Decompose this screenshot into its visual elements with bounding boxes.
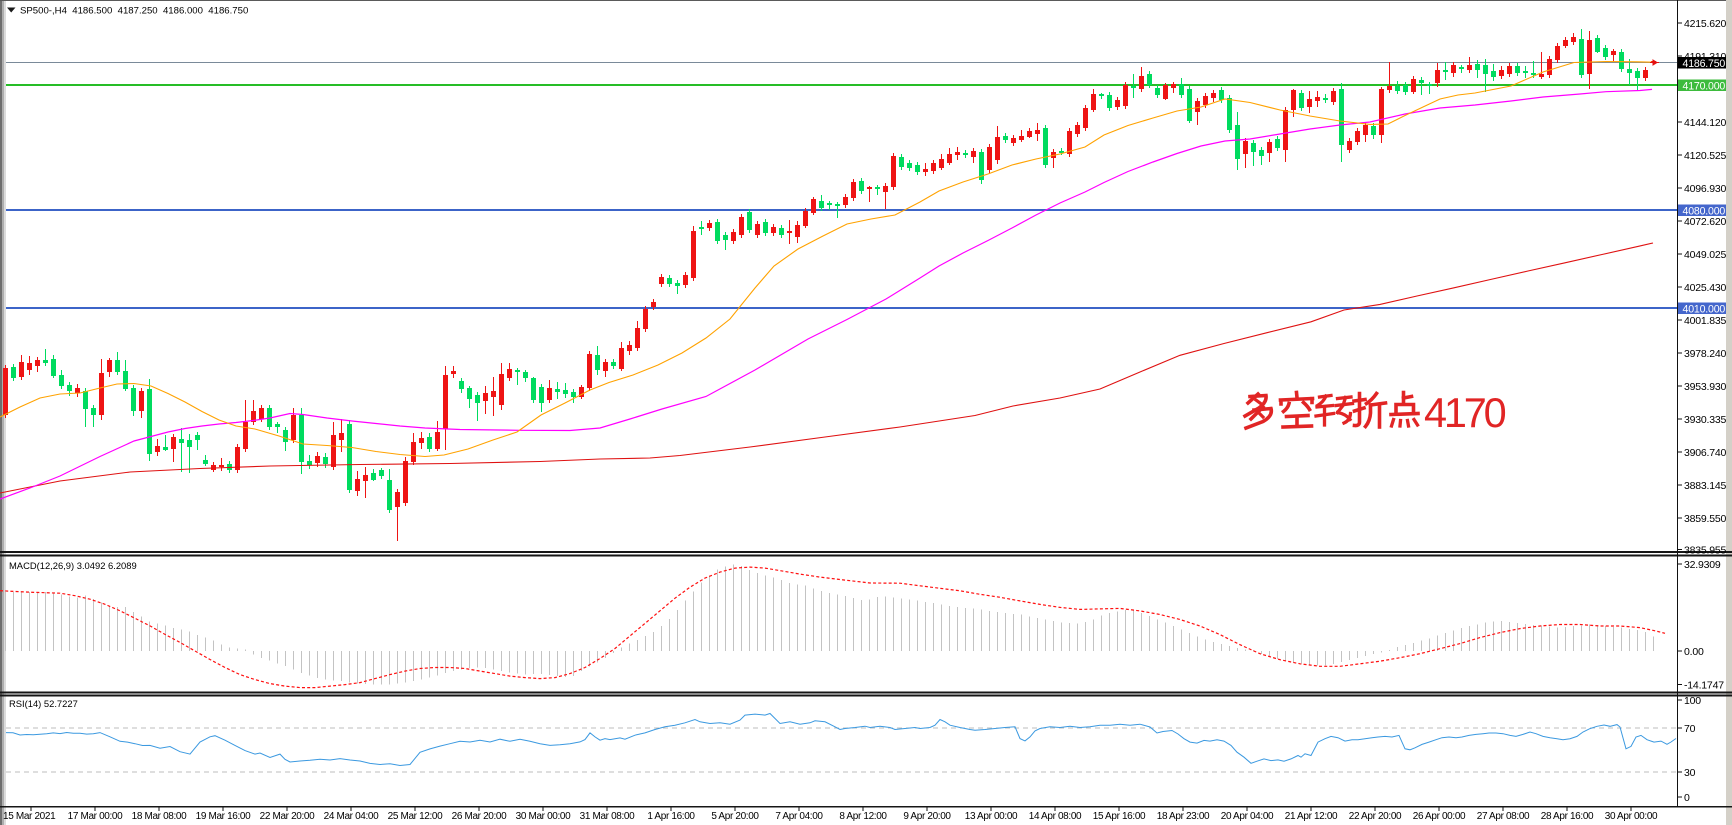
svg-text:3930.335: 3930.335 (1684, 414, 1727, 426)
svg-text:26 Apr 00:00: 26 Apr 00:00 (1413, 811, 1466, 822)
svg-text:3883.145: 3883.145 (1684, 480, 1727, 492)
svg-text:4049.025: 4049.025 (1684, 249, 1727, 261)
svg-text:30 Apr 00:00: 30 Apr 00:00 (1605, 811, 1658, 822)
svg-text:0: 0 (1684, 792, 1690, 804)
svg-text:4025.430: 4025.430 (1684, 282, 1727, 294)
svg-text:4170: 4170 (1424, 389, 1506, 436)
svg-text:-14.1747: -14.1747 (1684, 680, 1724, 692)
svg-text:19 Mar 16:00: 19 Mar 16:00 (196, 811, 252, 822)
svg-text:9 Apr 20:00: 9 Apr 20:00 (903, 811, 951, 822)
svg-text:4215.620: 4215.620 (1684, 18, 1727, 30)
svg-text:26 Mar 20:00: 26 Mar 20:00 (452, 811, 508, 822)
svg-text:3835.955: 3835.955 (1684, 545, 1727, 557)
svg-text:4010.000: 4010.000 (1683, 303, 1726, 315)
svg-text:25 Mar 12:00: 25 Mar 12:00 (388, 811, 444, 822)
svg-text:4144.120: 4144.120 (1684, 117, 1727, 129)
svg-text:4096.930: 4096.930 (1684, 183, 1727, 195)
svg-text:MACD(12,26,9) 3.0492 6.2089: MACD(12,26,9) 3.0492 6.2089 (9, 560, 137, 571)
svg-text:30 Mar 00:00: 30 Mar 00:00 (516, 811, 572, 822)
svg-text:20 Apr 04:00: 20 Apr 04:00 (1221, 811, 1274, 822)
svg-text:22 Mar 20:00: 22 Mar 20:00 (260, 811, 316, 822)
svg-text:32.9309: 32.9309 (1684, 559, 1721, 571)
svg-text:8 Apr 12:00: 8 Apr 12:00 (839, 811, 887, 822)
svg-text:15 Apr 16:00: 15 Apr 16:00 (1093, 811, 1146, 822)
svg-text:3906.740: 3906.740 (1684, 447, 1727, 459)
svg-text:27 Apr 08:00: 27 Apr 08:00 (1477, 811, 1530, 822)
svg-text:18 Mar 08:00: 18 Mar 08:00 (132, 811, 188, 822)
svg-text:17 Mar 00:00: 17 Mar 00:00 (68, 811, 124, 822)
svg-text:22 Apr 20:00: 22 Apr 20:00 (1349, 811, 1402, 822)
svg-text:4072.620: 4072.620 (1684, 216, 1727, 228)
svg-text:13 Apr 00:00: 13 Apr 00:00 (965, 811, 1018, 822)
svg-text:4120.525: 4120.525 (1684, 150, 1727, 162)
svg-text:3859.550: 3859.550 (1684, 513, 1727, 525)
svg-text:4170.000: 4170.000 (1683, 80, 1726, 92)
svg-text:21 Apr 12:00: 21 Apr 12:00 (1285, 811, 1338, 822)
svg-text:5 Apr 20:00: 5 Apr 20:00 (711, 811, 759, 822)
svg-text:70: 70 (1684, 723, 1696, 735)
svg-text:4080.000: 4080.000 (1683, 205, 1726, 217)
svg-text:4001.835: 4001.835 (1684, 315, 1727, 327)
svg-text:30: 30 (1684, 767, 1696, 779)
svg-text:RSI(14) 52.7227: RSI(14) 52.7227 (9, 698, 78, 709)
svg-text:100: 100 (1684, 695, 1701, 707)
svg-text:7 Apr 04:00: 7 Apr 04:00 (775, 811, 823, 822)
svg-text:0.00: 0.00 (1684, 646, 1704, 658)
svg-text:18 Apr 23:00: 18 Apr 23:00 (1157, 811, 1210, 822)
svg-text:1 Apr 16:00: 1 Apr 16:00 (647, 811, 695, 822)
svg-text:4186.750: 4186.750 (1683, 58, 1726, 70)
svg-text:SP500-,H4 4186.500 4187.250: SP500-,H4 4186.500 4187.250 4186.000 418… (20, 6, 248, 17)
svg-text:14 Apr 08:00: 14 Apr 08:00 (1029, 811, 1082, 822)
svg-text:3953.930: 3953.930 (1684, 381, 1727, 393)
svg-text:3978.240: 3978.240 (1684, 348, 1727, 360)
svg-text:31 Mar 08:00: 31 Mar 08:00 (580, 811, 636, 822)
svg-text:28 Apr 16:00: 28 Apr 16:00 (1541, 811, 1594, 822)
svg-text:24 Mar 04:00: 24 Mar 04:00 (324, 811, 380, 822)
svg-text:15 Mar 2021: 15 Mar 2021 (3, 811, 56, 822)
